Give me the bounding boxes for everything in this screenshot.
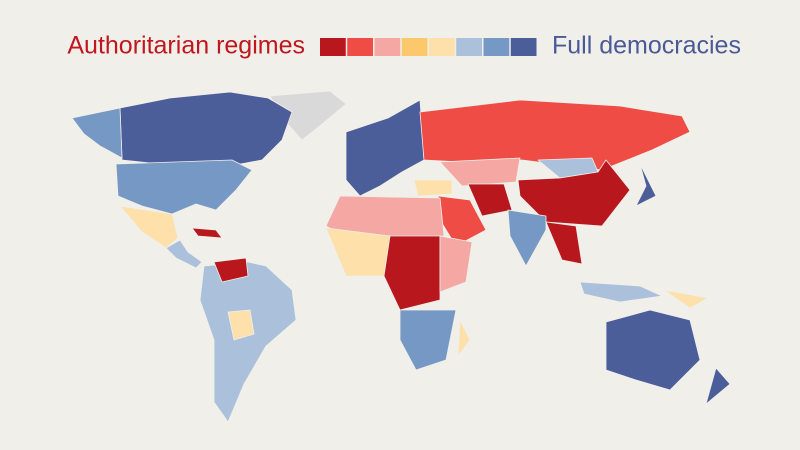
cuba [191,227,223,239]
indonesia [579,281,663,303]
legend-swatch [456,38,482,56]
legend-swatch [401,38,428,56]
legend-scale [320,38,537,56]
new-zealand [705,367,731,405]
japan [635,163,657,207]
china [517,159,631,227]
europe [345,99,425,197]
legend-swatch [374,38,401,56]
legend-swatch [320,38,346,56]
legend-right-label: Full democracies [552,32,741,60]
south-america [199,261,297,423]
madagascar [457,319,471,357]
legend-left-label: Authoritarian regimes [67,32,305,60]
central-africa [383,235,441,311]
legend-swatch [510,38,537,56]
legend-swatch [429,38,455,56]
southeast-asia [545,221,583,265]
australia [605,309,701,391]
east-africa [439,235,473,293]
mexico [119,205,179,249]
papua [663,289,709,309]
usa [115,159,253,215]
legend-swatch [347,38,373,56]
world-map [71,90,731,423]
venezuela [213,257,249,283]
kazakhstan [439,157,521,187]
turkey [413,179,453,197]
bolivia [227,309,255,341]
central-america [165,239,203,269]
alaska [71,107,123,159]
legend-swatch [483,38,510,56]
southern-africa [399,309,457,371]
india [507,209,547,267]
iran [467,183,513,217]
